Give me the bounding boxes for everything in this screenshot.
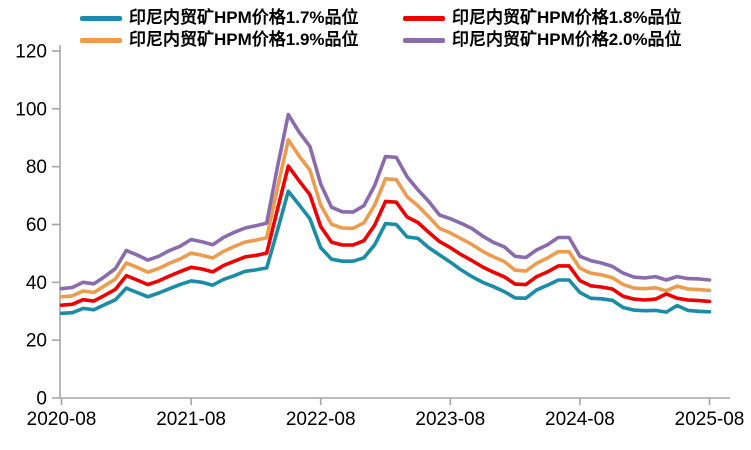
series-line-1.9pct bbox=[59, 138, 712, 299]
x-tick-label: 2020-08 bbox=[27, 409, 97, 430]
chart-legend: 印尼内贸矿HPM价格1.7%品位 印尼内贸矿HPM价格1.8%品位 印尼内贸矿H… bbox=[0, 0, 751, 54]
y-tick-label: 80 bbox=[26, 157, 47, 178]
legend-swatch-orange bbox=[80, 37, 122, 43]
legend-swatch-purple bbox=[403, 37, 445, 43]
legend-item-1.7-grade: 印尼内贸矿HPM价格1.7%品位 bbox=[80, 7, 359, 29]
series-line-1.8pct bbox=[59, 164, 712, 308]
series-line-1.7pct bbox=[59, 189, 712, 316]
legend-item-1.8-grade: 印尼内贸矿HPM价格1.8%品位 bbox=[403, 7, 682, 29]
legend-swatch-teal bbox=[80, 15, 122, 21]
y-tick-label: 120 bbox=[15, 42, 47, 63]
y-tick-label: 100 bbox=[15, 99, 47, 120]
y-tick-label: 40 bbox=[26, 273, 47, 294]
legend-label: 印尼内贸矿HPM价格2.0%品位 bbox=[452, 30, 682, 49]
y-tick-label: 0 bbox=[36, 389, 47, 410]
y-tick-label: 60 bbox=[26, 215, 47, 236]
legend-swatch-red bbox=[403, 15, 445, 21]
legend-item-1.9-grade: 印尼内贸矿HPM价格1.9%品位 bbox=[80, 29, 359, 51]
y-tick-label: 20 bbox=[26, 331, 47, 352]
legend-label: 印尼内贸矿HPM价格1.9%品位 bbox=[129, 30, 359, 49]
x-tick-label: 2024-08 bbox=[545, 409, 615, 430]
legend-label: 印尼内贸矿HPM价格1.8%品位 bbox=[452, 8, 682, 27]
x-tick-label: 2022-08 bbox=[286, 409, 356, 430]
legend-label: 印尼内贸矿HPM价格1.7%品位 bbox=[129, 8, 359, 27]
legend-item-2.0-grade: 印尼内贸矿HPM价格2.0%品位 bbox=[403, 29, 682, 51]
x-tick-label: 2023-08 bbox=[415, 409, 485, 430]
x-tick-label: 2025-08 bbox=[675, 409, 745, 430]
series-line-2.0pct bbox=[59, 112, 712, 291]
x-tick-label: 2021-08 bbox=[156, 409, 226, 430]
